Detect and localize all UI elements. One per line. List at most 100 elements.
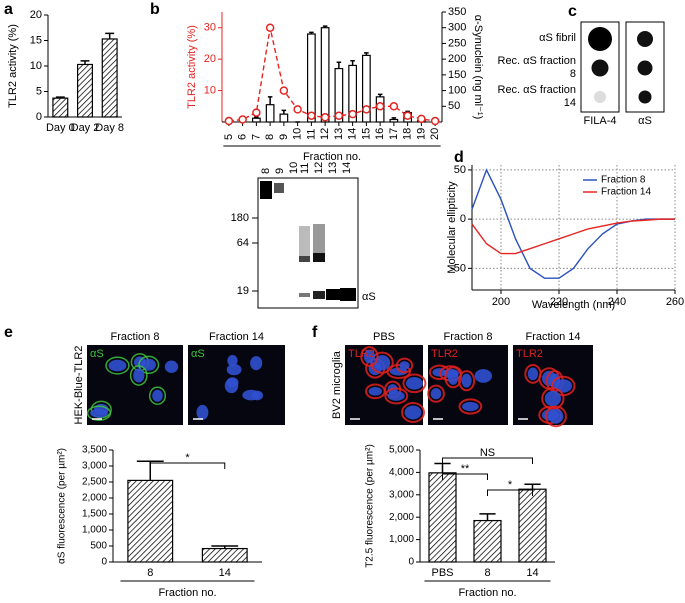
stain (444, 366, 462, 389)
panel-letter: c (568, 3, 577, 20)
x-tick-label: 5 (223, 134, 235, 140)
significance-label: * (508, 479, 513, 491)
point (224, 116, 234, 126)
panel-letter: e (4, 324, 13, 341)
error-bar (479, 513, 496, 521)
point (293, 105, 302, 114)
nucleus (90, 408, 108, 418)
panel-letter: d (454, 149, 464, 166)
nucleus (164, 360, 179, 373)
panel-letter: a (4, 1, 13, 18)
nucleus (447, 369, 459, 385)
x-axis-label: Fraction no. (458, 587, 516, 599)
point (389, 102, 399, 111)
y-tick-label: 20 (204, 53, 216, 65)
error-bar (309, 31, 314, 34)
y-tick-label: 150 (448, 69, 466, 81)
y-tick-label: 100 (448, 84, 466, 96)
line (471, 218, 675, 255)
y-tick-label: 1,500 (82, 509, 107, 520)
x-tick-label: 6 (237, 134, 249, 140)
nucleus (133, 368, 145, 383)
column-title: PBS (373, 331, 395, 343)
significance-bracket (442, 457, 533, 464)
y-tick-label: 20 (30, 9, 42, 21)
point (375, 102, 385, 111)
stain (365, 383, 386, 400)
lane-label: 8 (260, 168, 272, 174)
x-tick-label: 8 (484, 567, 490, 579)
point (238, 115, 247, 124)
column-label: αS (638, 115, 652, 127)
stain-label: αS (90, 348, 104, 360)
x-tick-label: 17 (388, 128, 400, 140)
significance-label: NS (480, 447, 495, 459)
lane-label: 12 (313, 162, 325, 174)
y-tick-label: 10 (204, 84, 216, 96)
x-tick-label: 8 (147, 567, 153, 579)
stain (105, 356, 130, 375)
x-tick-label: Day 0 (46, 122, 75, 134)
nucleus (544, 390, 561, 407)
y-tick-label: 300 (448, 22, 466, 34)
x-tick-label: 7 (250, 134, 262, 140)
stain (138, 355, 160, 374)
row-label: Rec. αS fraction 8 (497, 55, 577, 80)
error-bar (322, 25, 328, 28)
error-bar (524, 483, 541, 490)
bar (320, 27, 330, 123)
stain (90, 400, 112, 419)
row-label: αS fibril (539, 32, 576, 44)
x-axis-label: Wavelength (nm) (532, 299, 615, 311)
stain (458, 370, 476, 392)
error-bar (211, 545, 239, 549)
row-label: BV2 microglia (331, 350, 343, 419)
error-bar (336, 61, 342, 69)
stain (401, 401, 425, 423)
nucleus (405, 376, 423, 390)
y-axis-label: T2.5 fluorescence (per µm²) (365, 444, 376, 568)
stain (148, 386, 167, 406)
x-tick-label: 220 (550, 296, 568, 308)
y-tick-label: 3,500 (82, 445, 107, 456)
column-label: FILA-4 (583, 115, 616, 127)
y-axis-label: αS fluorescence (per µm²) (57, 448, 68, 564)
point (430, 116, 440, 126)
x-tick-label: 14 (219, 567, 231, 579)
error-bar (281, 109, 287, 115)
legend-label: Fraction 8 (601, 175, 646, 186)
bar (251, 117, 261, 123)
x-tick-label: 19 (415, 128, 427, 140)
stain-label: TLR2 (348, 348, 375, 360)
y-tick-label: 200 (448, 53, 466, 65)
x-tick-label: 260 (666, 296, 684, 308)
bar (279, 113, 289, 123)
bar (473, 519, 502, 563)
y-tick-label: 1,000 (389, 534, 414, 545)
y-tick-label: 0 (460, 213, 466, 225)
point (252, 108, 261, 117)
row-label: HEK-Blue-TLR2 (73, 346, 85, 425)
significance-label: ** (461, 463, 470, 475)
y-tick-label: 3,000 (82, 461, 107, 472)
nucleus (387, 391, 405, 401)
line (228, 27, 436, 122)
error-bar (434, 462, 451, 473)
nucleus (196, 404, 209, 420)
bar (428, 472, 457, 563)
nucleus (152, 389, 163, 402)
error-bar (105, 32, 115, 39)
stain (541, 387, 565, 410)
y-axis-label: TLR2 activity (%) (186, 25, 198, 109)
point (348, 109, 357, 119)
x-tick-label: 11 (305, 129, 317, 140)
x-axis-label: Fraction no. (303, 151, 361, 163)
lane-label: 13 (327, 162, 339, 174)
stain (544, 405, 567, 428)
y-tick-label: -50 (450, 262, 466, 274)
western-blot (252, 177, 359, 309)
y-tick-label: 2,500 (82, 477, 107, 488)
nucleus (404, 405, 422, 420)
marker-label: 19 (237, 285, 249, 297)
y-tick-label: 3,000 (389, 489, 414, 500)
